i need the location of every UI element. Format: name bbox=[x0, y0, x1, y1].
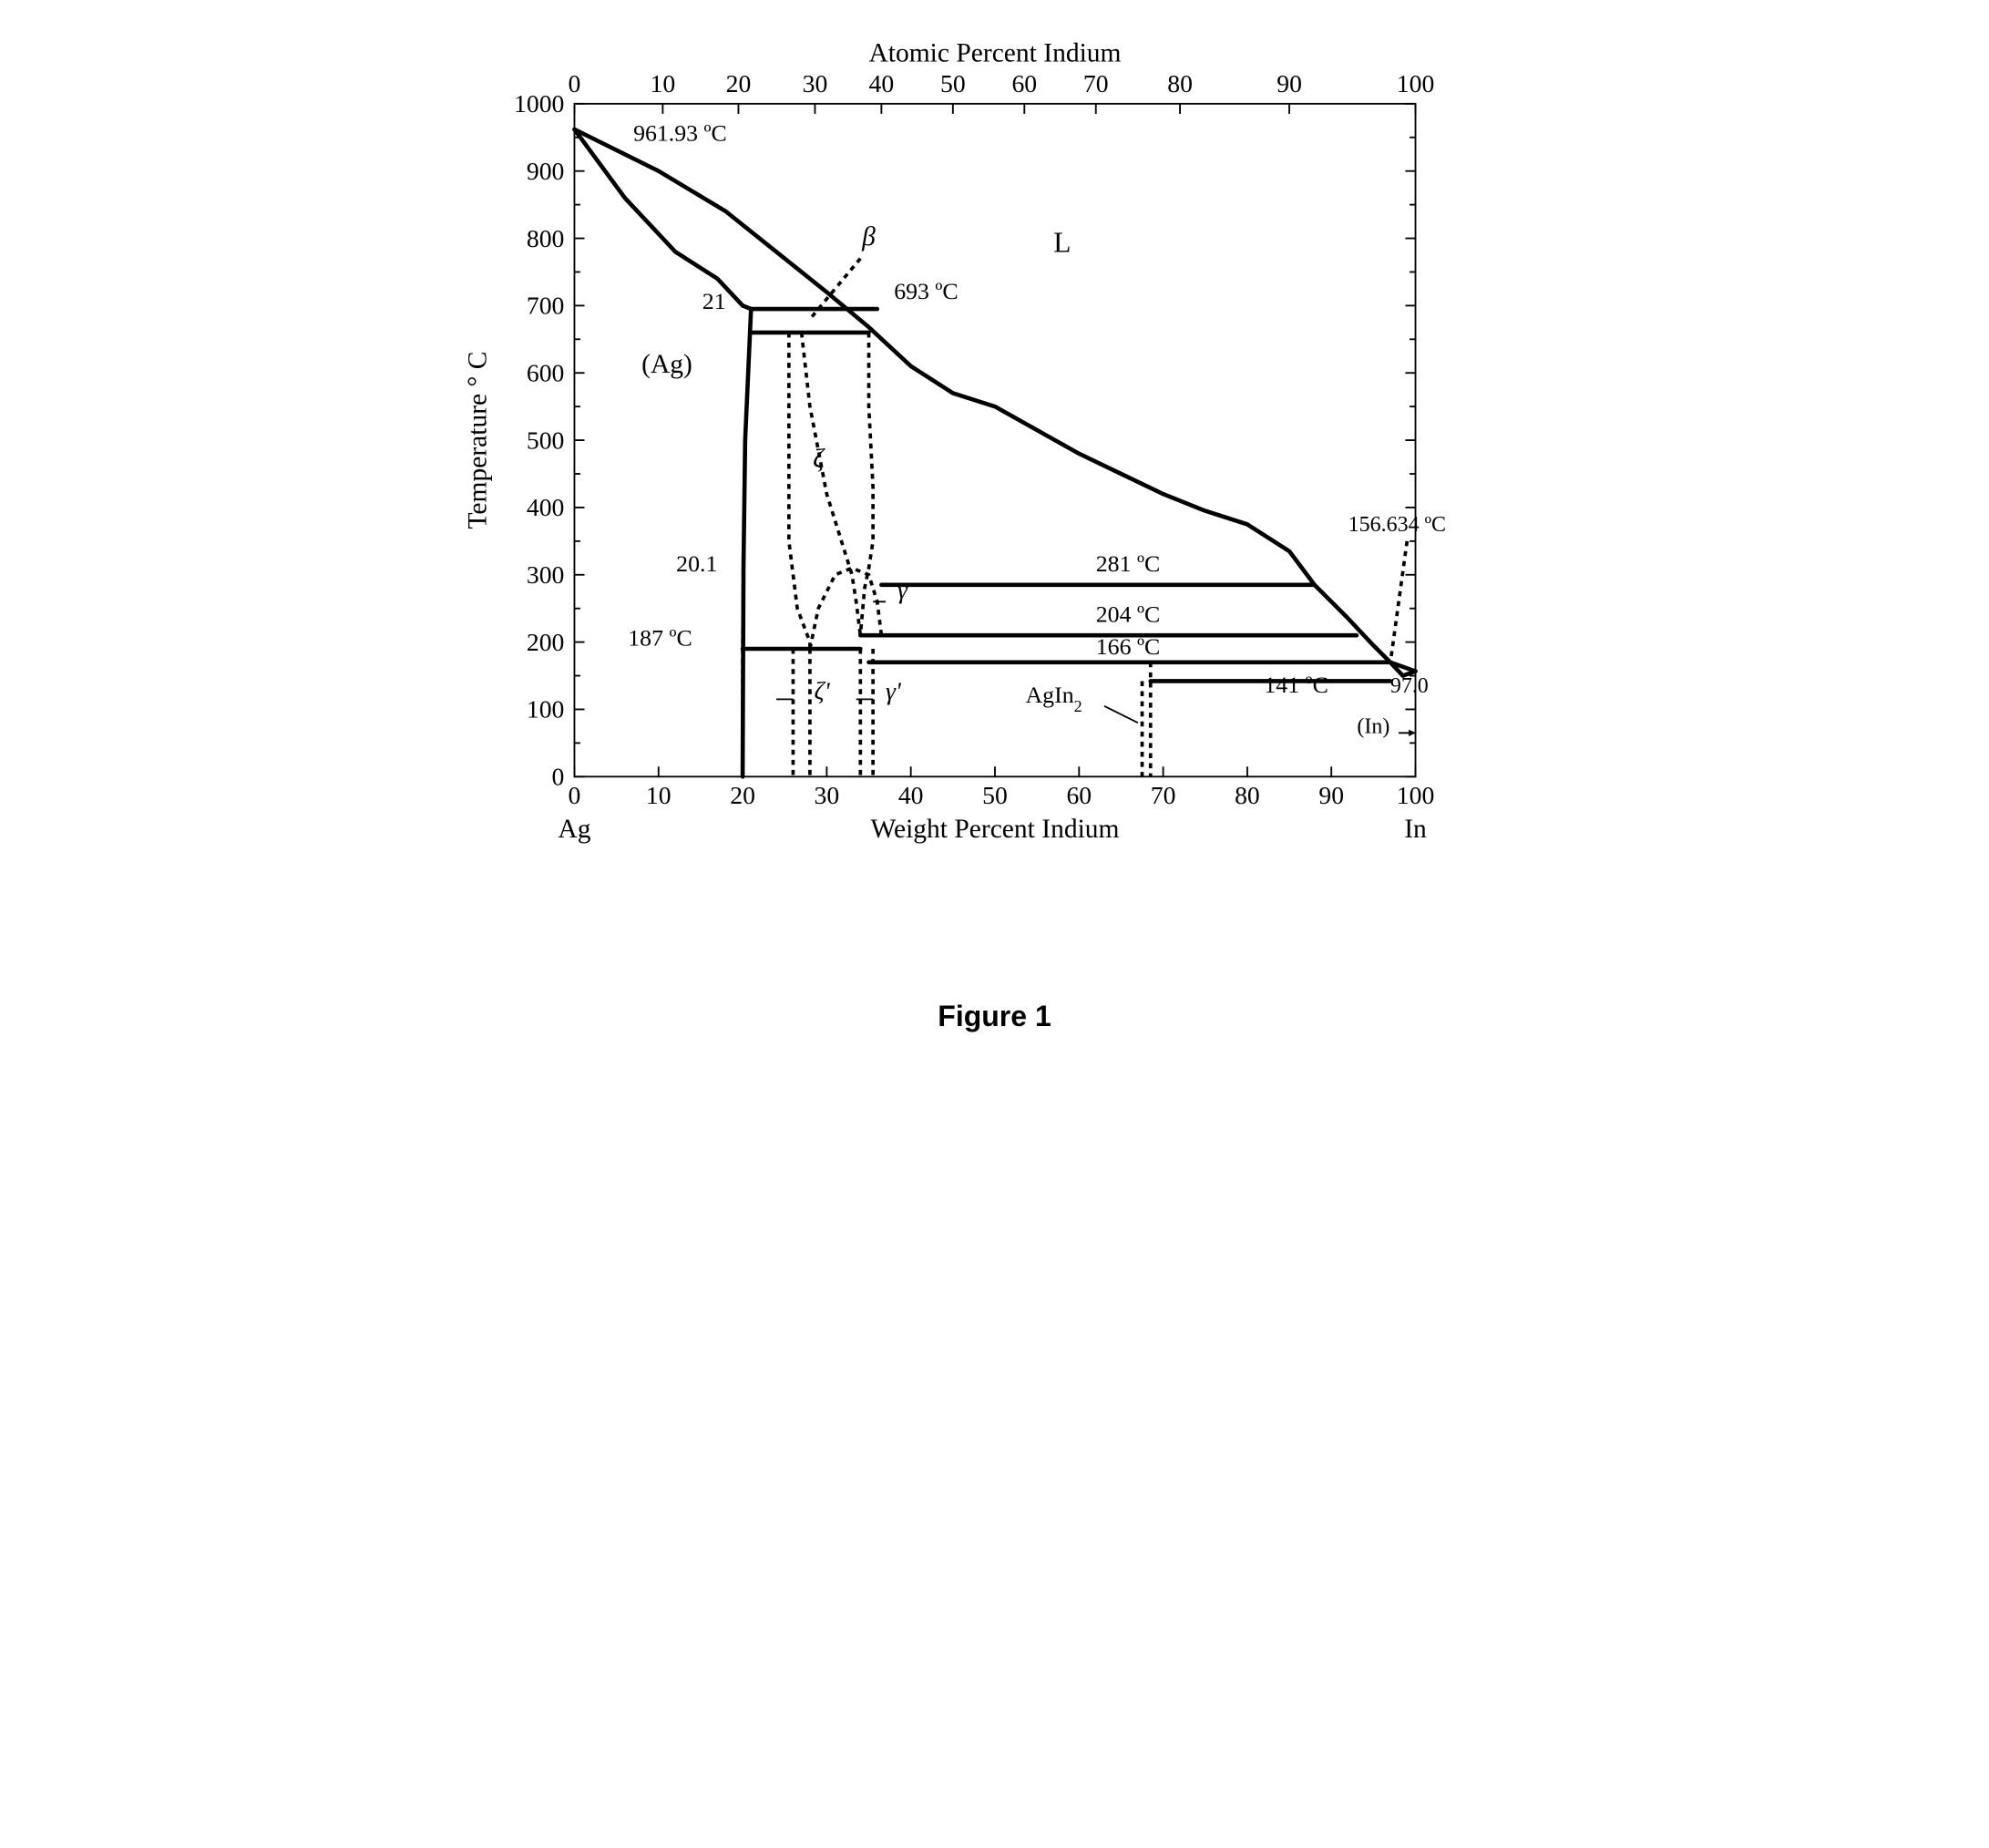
svg-text:80: 80 bbox=[1167, 69, 1193, 98]
svg-text:600: 600 bbox=[526, 358, 564, 386]
svg-text:30: 30 bbox=[802, 69, 827, 98]
svg-text:21: 21 bbox=[702, 288, 725, 314]
svg-text:70: 70 bbox=[1082, 69, 1108, 98]
svg-text:10: 10 bbox=[650, 69, 675, 98]
svg-text:90: 90 bbox=[1318, 781, 1344, 809]
svg-text:γ': γ' bbox=[885, 676, 901, 704]
svg-text:166 ºC: 166 ºC bbox=[1095, 633, 1159, 660]
svg-text:300: 300 bbox=[526, 560, 564, 589]
svg-text:900: 900 bbox=[526, 157, 564, 185]
svg-text:60: 60 bbox=[1066, 781, 1092, 809]
svg-text:40: 40 bbox=[868, 69, 894, 98]
svg-text:500: 500 bbox=[526, 426, 564, 454]
svg-text:γ: γ bbox=[897, 576, 907, 604]
svg-text:20: 20 bbox=[730, 781, 755, 809]
svg-text:20.1: 20.1 bbox=[676, 550, 717, 577]
svg-text:50: 50 bbox=[982, 781, 1008, 809]
svg-text:1000: 1000 bbox=[514, 89, 564, 118]
svg-text:L: L bbox=[1053, 226, 1071, 258]
svg-text:AgIn2: AgIn2 bbox=[1025, 682, 1082, 715]
svg-text:10: 10 bbox=[645, 781, 671, 809]
svg-text:Ag: Ag bbox=[558, 815, 590, 844]
svg-text:20: 20 bbox=[725, 69, 751, 98]
svg-text:30: 30 bbox=[814, 781, 839, 809]
svg-text:0: 0 bbox=[568, 781, 580, 809]
svg-text:70: 70 bbox=[1150, 781, 1175, 809]
svg-text:204 ºC: 204 ºC bbox=[1095, 601, 1159, 627]
svg-text:(In): (In) bbox=[1357, 714, 1389, 738]
phase-diagram: 01002003004005006007008009001000Temperat… bbox=[448, 36, 1542, 945]
svg-text:50: 50 bbox=[939, 69, 965, 98]
svg-text:β: β bbox=[861, 222, 876, 252]
svg-text:(Ag): (Ag) bbox=[641, 350, 692, 379]
svg-text:100: 100 bbox=[1396, 69, 1434, 98]
svg-text:700: 700 bbox=[526, 292, 564, 320]
svg-text:90: 90 bbox=[1276, 69, 1302, 98]
svg-text:961.93 ºC: 961.93 ºC bbox=[633, 119, 727, 146]
svg-text:693 ºC: 693 ºC bbox=[894, 278, 958, 304]
svg-text:0: 0 bbox=[551, 763, 564, 791]
svg-text:141 ºC: 141 ºC bbox=[1264, 672, 1328, 698]
svg-text:97.0: 97.0 bbox=[1389, 674, 1428, 698]
svg-text:80: 80 bbox=[1235, 781, 1260, 809]
svg-text:100: 100 bbox=[526, 695, 564, 724]
svg-text:0: 0 bbox=[568, 69, 580, 98]
svg-text:187 ºC: 187 ºC bbox=[628, 624, 692, 651]
svg-text:Atomic Percent Indium: Atomic Percent Indium bbox=[868, 39, 1121, 68]
svg-text:Weight Percent Indium: Weight Percent Indium bbox=[870, 815, 1119, 844]
svg-text:100: 100 bbox=[1396, 781, 1434, 809]
svg-text:156.634 ºC: 156.634 ºC bbox=[1348, 513, 1445, 537]
svg-text:400: 400 bbox=[526, 493, 564, 521]
svg-text:281 ºC: 281 ºC bbox=[1095, 550, 1159, 577]
svg-text:ζ: ζ bbox=[813, 445, 825, 474]
svg-text:ζ': ζ' bbox=[814, 676, 830, 704]
svg-text:Temperature ° C: Temperature ° C bbox=[463, 352, 492, 529]
svg-text:800: 800 bbox=[526, 224, 564, 252]
figure-caption: Figure 1 bbox=[448, 1000, 1542, 1033]
svg-text:40: 40 bbox=[897, 781, 923, 809]
svg-text:In: In bbox=[1404, 815, 1427, 844]
svg-text:60: 60 bbox=[1011, 69, 1037, 98]
svg-text:200: 200 bbox=[526, 628, 564, 656]
